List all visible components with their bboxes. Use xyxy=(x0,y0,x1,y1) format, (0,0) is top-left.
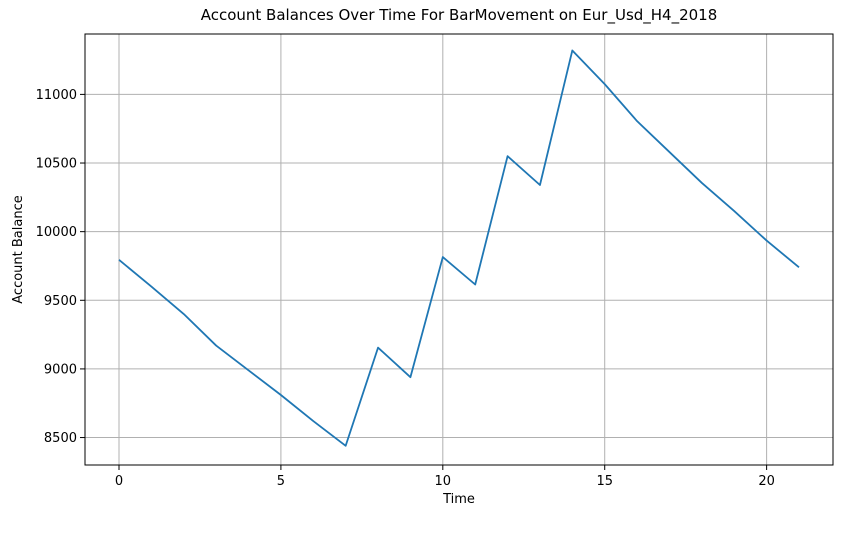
x-tick-label: 10 xyxy=(435,474,452,489)
plot-area-frame xyxy=(84,33,834,466)
y-tick-label: 11000 xyxy=(36,88,77,103)
y-tick-label: 9500 xyxy=(44,294,77,309)
x-tick-label: 15 xyxy=(596,474,613,489)
y-axis-label: Account Balance xyxy=(11,195,26,303)
x-tick-label: 0 xyxy=(115,474,123,489)
y-tick-label: 9000 xyxy=(44,362,77,377)
series-layer xyxy=(118,49,800,447)
y-tick-label: 8500 xyxy=(44,431,77,446)
series-line xyxy=(118,49,800,447)
x-axis-ticks: 0 5 10 15 20 xyxy=(115,465,775,489)
y-tick-label: 10500 xyxy=(36,157,77,172)
x-tick-label: 5 xyxy=(277,474,285,489)
axes xyxy=(84,33,834,466)
chart-title: Account Balances Over Time For BarMoveme… xyxy=(201,6,718,25)
y-tick-label: 10000 xyxy=(36,225,77,240)
x-axis-label: Time xyxy=(442,492,475,507)
x-tick-label: 20 xyxy=(758,474,775,489)
y-axis-ticks: 8500 9000 9500 10000 10500 11000 xyxy=(36,88,85,446)
grid-lines xyxy=(85,34,833,465)
